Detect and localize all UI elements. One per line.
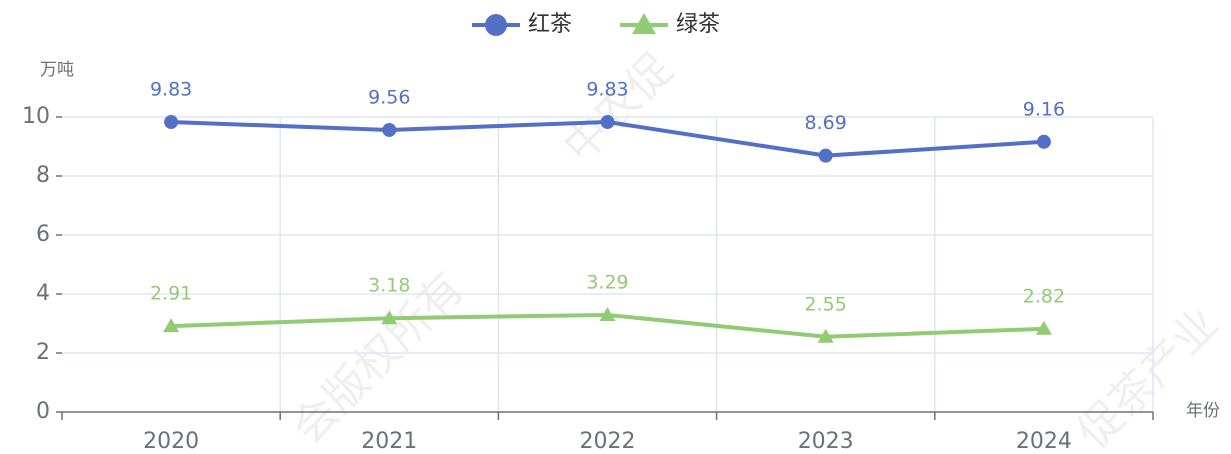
data-label: 9.83 (586, 79, 628, 101)
x-axis-name: 年份 (1186, 401, 1220, 421)
y-tick-label: 4 (36, 281, 50, 306)
data-label: 2.55 (805, 293, 847, 315)
data-label: 2.82 (1023, 285, 1065, 307)
data-label: 9.16 (1023, 98, 1065, 120)
data-label: 8.69 (805, 112, 847, 134)
x-tick-label: 2020 (143, 429, 199, 454)
point (817, 328, 834, 343)
y-tick-label: 8 (36, 163, 50, 188)
y-tick-label: 6 (36, 222, 50, 247)
watermark: 中农促 (554, 44, 683, 173)
data-label: 3.18 (368, 275, 410, 297)
point (600, 115, 615, 130)
point (163, 318, 180, 333)
point (382, 122, 397, 137)
point (1035, 320, 1052, 335)
data-label: 9.83 (150, 79, 192, 101)
y-tick-label: 10 (22, 104, 50, 129)
x-tick-label: 2022 (580, 429, 636, 454)
watermark: 促茶产业 (1068, 298, 1229, 454)
point (599, 306, 616, 321)
y-axis-name: 万吨 (40, 60, 74, 80)
x-tick-label: 2023 (798, 429, 854, 454)
point (164, 115, 179, 130)
legend-marker (485, 14, 507, 36)
data-label: 3.29 (586, 271, 628, 293)
point (1036, 134, 1051, 149)
legend-marker (632, 13, 656, 34)
x-tick-label: 2021 (361, 429, 417, 454)
legend-label: 红茶 (528, 12, 572, 37)
x-tick-label: 2024 (1016, 429, 1072, 454)
point (381, 310, 398, 325)
y-tick-label: 0 (36, 399, 50, 424)
point (818, 148, 833, 163)
data-label: 2.91 (150, 283, 192, 305)
data-label: 9.56 (368, 86, 410, 108)
y-tick-label: 2 (36, 340, 50, 365)
legend-label: 绿茶 (676, 12, 720, 37)
